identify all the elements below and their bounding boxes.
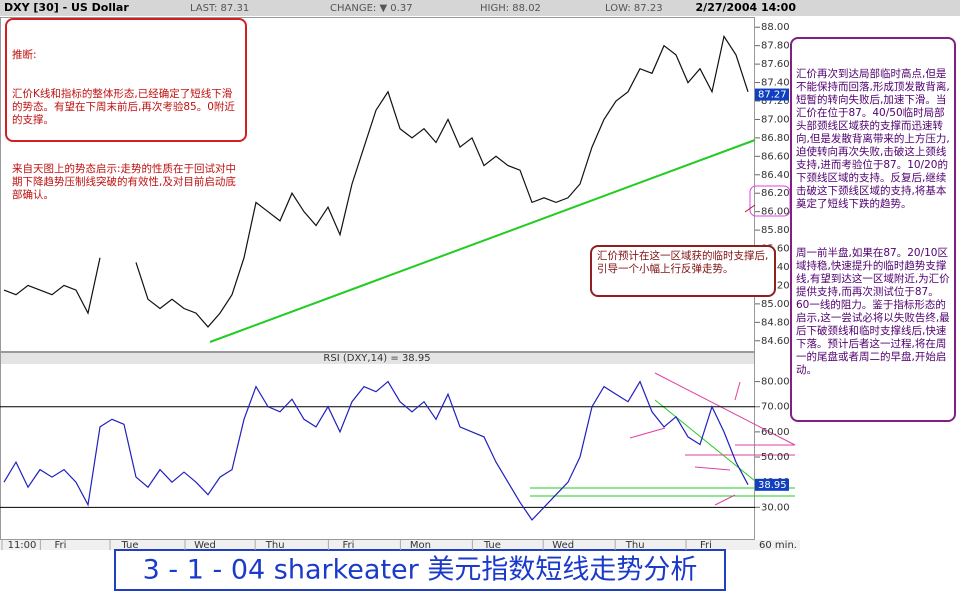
- x-tick-label: Fri: [54, 540, 66, 551]
- y-tick-label: 85.00: [761, 299, 790, 310]
- last-value-label: 38.95: [758, 480, 787, 491]
- x-tick-label: Wed: [552, 540, 574, 551]
- y-tick-label: 30.00: [761, 502, 790, 513]
- rsi-support-band: [530, 399, 795, 497]
- last-value-label: 87.27: [758, 90, 787, 101]
- y-tick-label: 87.40: [761, 78, 790, 89]
- y-tick-label: 86.80: [761, 133, 790, 144]
- footer-box: [114, 549, 726, 591]
- note-paragraph: 周一前半盘,如果在87。20/10区域持稳,快速提升的临时趋势支撑线,有望到达这…: [796, 247, 950, 376]
- note-line: 来自天图上的势态启示:走势的性质在于回试对中期下降趋势压制线突破的有效性,及对目…: [12, 163, 237, 201]
- y-tick-label: 86.40: [761, 170, 790, 181]
- rsi-resistance: [629, 372, 796, 506]
- y-tick-label: 86.00: [761, 207, 790, 218]
- x-tick-label: Fri: [342, 540, 354, 551]
- left-note: 推断: 汇价K线和指标的整体形态,已经确定了短线下滑的势态。有望在下周末前后,再…: [5, 18, 247, 201]
- support-note: 汇价预计在这一区域获的临时支撑后,引导一个小幅上行反弹走势。: [590, 245, 776, 297]
- x-tick-label: Mon: [410, 540, 431, 551]
- last-value-box: [755, 88, 789, 101]
- x-tick-label: Thu: [625, 540, 645, 551]
- y-tick-label: 87.60: [761, 59, 790, 70]
- support-arrow: [744, 204, 756, 213]
- y-tick-label: 87.20: [761, 96, 790, 107]
- y-tick-label: 86.60: [761, 151, 790, 162]
- y-tick-label: 87.00: [761, 114, 790, 125]
- low: LOW: 87.23: [605, 3, 663, 14]
- x-tick-label: Tue: [483, 540, 501, 551]
- y-tick-label: 86.20: [761, 188, 790, 199]
- y-tick-label: 84.60: [761, 336, 790, 347]
- x-unit: 60 min.: [759, 540, 797, 551]
- rsi-title: RSI (DXY,14) = 38.95: [323, 353, 430, 364]
- y-tick-label: 84.80: [761, 317, 790, 328]
- y-tick-label: 50.00: [761, 452, 790, 463]
- y-tick-label: 88.00: [761, 22, 790, 33]
- last-value-box: [755, 478, 789, 491]
- change: CHANGE: ▼ 0.37: [330, 3, 413, 14]
- x-tick-label: Thu: [265, 540, 285, 551]
- y-tick-label: 60.00: [761, 427, 790, 438]
- x-tick-label: Tue: [120, 540, 138, 551]
- last: LAST: 87.31: [190, 3, 249, 14]
- y-tick-label: 80.00: [761, 377, 790, 388]
- date: 2/27/2004 14:00: [696, 1, 797, 14]
- price-frame: [0, 17, 755, 352]
- y-tick-label: 85.80: [761, 225, 790, 236]
- x-tick-label: Wed: [194, 540, 216, 551]
- rsi-title-bar: [0, 352, 755, 364]
- x-tick-label: Fri: [700, 540, 712, 551]
- rsi-frame: [0, 352, 755, 540]
- trend-line: [209, 139, 756, 343]
- note-line: 汇价K线和指标的整体形态,已经确定了短线下滑的势态。有望在下周末前后,再次考验8…: [12, 88, 235, 126]
- high: HIGH: 88.02: [480, 3, 541, 14]
- symbol: DXY [30] - US Dollar: [4, 1, 129, 14]
- header-bar: [0, 0, 960, 16]
- x-tick-label: 11:00: [8, 540, 37, 551]
- note-line: 推断:: [12, 49, 37, 61]
- data-line: [3, 34, 749, 328]
- note-paragraph: 汇价再次到达局部临时高点,但是不能保持而回落,形成顶发散背离,短暂的转向失败后,…: [796, 68, 950, 210]
- y-tick-label: 87.80: [761, 41, 790, 52]
- data-line: [3, 380, 749, 521]
- footer-title: 3 - 1 - 04 sharkeater 美元指数短线走势分析: [143, 555, 698, 586]
- y-tick-label: 70.00: [761, 402, 790, 413]
- right-note: 汇价再次到达局部临时高点,但是不能保持而回落,形成顶发散背离,短暂的转向失败后,…: [790, 37, 956, 422]
